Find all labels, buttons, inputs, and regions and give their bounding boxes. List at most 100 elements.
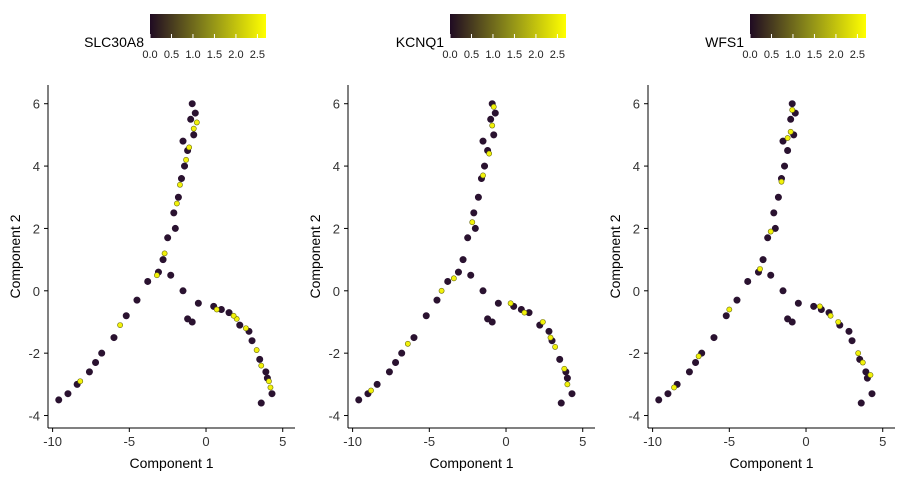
cell-point-high bbox=[757, 266, 763, 272]
legend-colorbar bbox=[150, 14, 266, 38]
cell-point-low bbox=[459, 256, 467, 264]
cell-point-high bbox=[213, 306, 220, 313]
cell-point-high bbox=[564, 381, 571, 388]
cell-point-low bbox=[490, 131, 498, 139]
legend-tick-label: 1.5 bbox=[207, 49, 222, 61]
cell-point-high bbox=[190, 125, 197, 132]
x-tick-label: 5 bbox=[279, 434, 286, 449]
cell-point-low bbox=[133, 296, 141, 304]
cell-point-low bbox=[857, 399, 865, 407]
cell-point-low bbox=[179, 287, 187, 295]
y-tick-label: 6 bbox=[33, 97, 40, 112]
cell-point-low bbox=[225, 309, 233, 317]
cell-point-low bbox=[845, 327, 853, 335]
cell-point-low bbox=[174, 193, 182, 201]
cell-point-low bbox=[236, 321, 244, 329]
legend-tick-label: 2.0 bbox=[828, 49, 843, 61]
cell-point-low bbox=[454, 268, 462, 276]
legend-tick-label: 1.5 bbox=[507, 49, 522, 61]
x-tick-label: -5 bbox=[424, 434, 436, 449]
cell-point-low bbox=[190, 131, 198, 139]
y-tick-label: 0 bbox=[633, 284, 640, 299]
cell-point-low bbox=[862, 368, 870, 376]
legend-tick-label: 1.0 bbox=[485, 49, 500, 61]
cell-point-low bbox=[722, 312, 730, 320]
x-tick-label: 0 bbox=[502, 434, 509, 449]
y-tick-label: -2 bbox=[328, 346, 340, 361]
cell-point-low bbox=[85, 368, 93, 376]
cell-point-high bbox=[490, 103, 497, 110]
cell-point-low bbox=[257, 399, 265, 407]
cell-point-low bbox=[685, 368, 693, 376]
cell-point-low bbox=[92, 359, 100, 367]
cell-point-low bbox=[545, 327, 553, 335]
cell-point-high bbox=[726, 306, 733, 313]
cell-point-low bbox=[787, 115, 795, 123]
cell-point-low bbox=[770, 209, 778, 217]
cell-point-low bbox=[444, 277, 452, 285]
cell-point-low bbox=[422, 312, 430, 320]
y-tick-label: 0 bbox=[33, 284, 40, 299]
cell-point-low bbox=[464, 234, 472, 242]
cell-point-low bbox=[479, 137, 487, 145]
cell-point-low bbox=[479, 287, 487, 295]
cell-point-high bbox=[855, 350, 862, 357]
cell-point-high bbox=[767, 228, 774, 235]
cell-point-low bbox=[764, 234, 772, 242]
cell-point-low bbox=[774, 193, 782, 201]
cell-point-low bbox=[868, 390, 876, 398]
cell-point-low bbox=[655, 396, 663, 404]
cell-point-low bbox=[171, 224, 179, 232]
cell-point-high bbox=[552, 344, 559, 350]
cell-point-low bbox=[781, 162, 789, 170]
cell-point-high bbox=[867, 372, 874, 378]
cell-point-high bbox=[787, 128, 794, 135]
y-tick-label: 6 bbox=[333, 97, 340, 112]
x-tick-label: 0 bbox=[202, 434, 209, 449]
legend-colorbar bbox=[750, 14, 866, 38]
cell-point-low bbox=[194, 299, 202, 307]
cell-point-low bbox=[759, 256, 767, 264]
x-tick-label: 0 bbox=[802, 434, 809, 449]
cell-point-low bbox=[710, 334, 718, 342]
legend-tick-label: 0.5 bbox=[764, 49, 779, 61]
cell-point-low bbox=[433, 296, 441, 304]
cell-point-low bbox=[733, 296, 741, 304]
x-tick-label: 5 bbox=[879, 434, 886, 449]
x-axis-title: Component 1 bbox=[129, 455, 213, 471]
y-tick-label: 4 bbox=[633, 159, 640, 174]
y-tick-label: -2 bbox=[628, 346, 640, 361]
cell-point-low bbox=[170, 209, 178, 217]
cell-point-low bbox=[488, 318, 496, 326]
cell-point-low bbox=[191, 109, 199, 117]
cell-point-low bbox=[487, 115, 495, 123]
cell-point-high bbox=[161, 250, 168, 257]
cell-point-low bbox=[784, 146, 792, 154]
cell-point-low bbox=[491, 109, 499, 117]
cell-point-low bbox=[144, 277, 152, 285]
cell-point-high bbox=[469, 219, 476, 226]
cell-point-low bbox=[248, 337, 256, 345]
legend-colorbar bbox=[450, 14, 566, 38]
cell-point-high bbox=[177, 181, 183, 188]
cell-point-high bbox=[784, 135, 791, 141]
cell-point-high bbox=[778, 178, 785, 185]
legend-tick-label: 1.5 bbox=[807, 49, 822, 61]
cell-point-high bbox=[193, 119, 200, 126]
cell-point-low bbox=[692, 359, 700, 367]
x-tick-label: -10 bbox=[643, 434, 662, 449]
cell-point-low bbox=[177, 175, 185, 183]
cell-point-high bbox=[486, 150, 493, 157]
legend-tick-label: 2.0 bbox=[228, 49, 243, 61]
cell-point-high bbox=[438, 287, 445, 294]
cell-point-low bbox=[98, 349, 106, 357]
cell-point-low bbox=[256, 355, 264, 363]
legend-title: KCNQ1 bbox=[396, 34, 444, 50]
cell-point-low bbox=[788, 318, 796, 326]
cell-point-low bbox=[410, 334, 418, 342]
cell-point-low bbox=[64, 390, 72, 398]
cell-point-high bbox=[154, 272, 160, 279]
